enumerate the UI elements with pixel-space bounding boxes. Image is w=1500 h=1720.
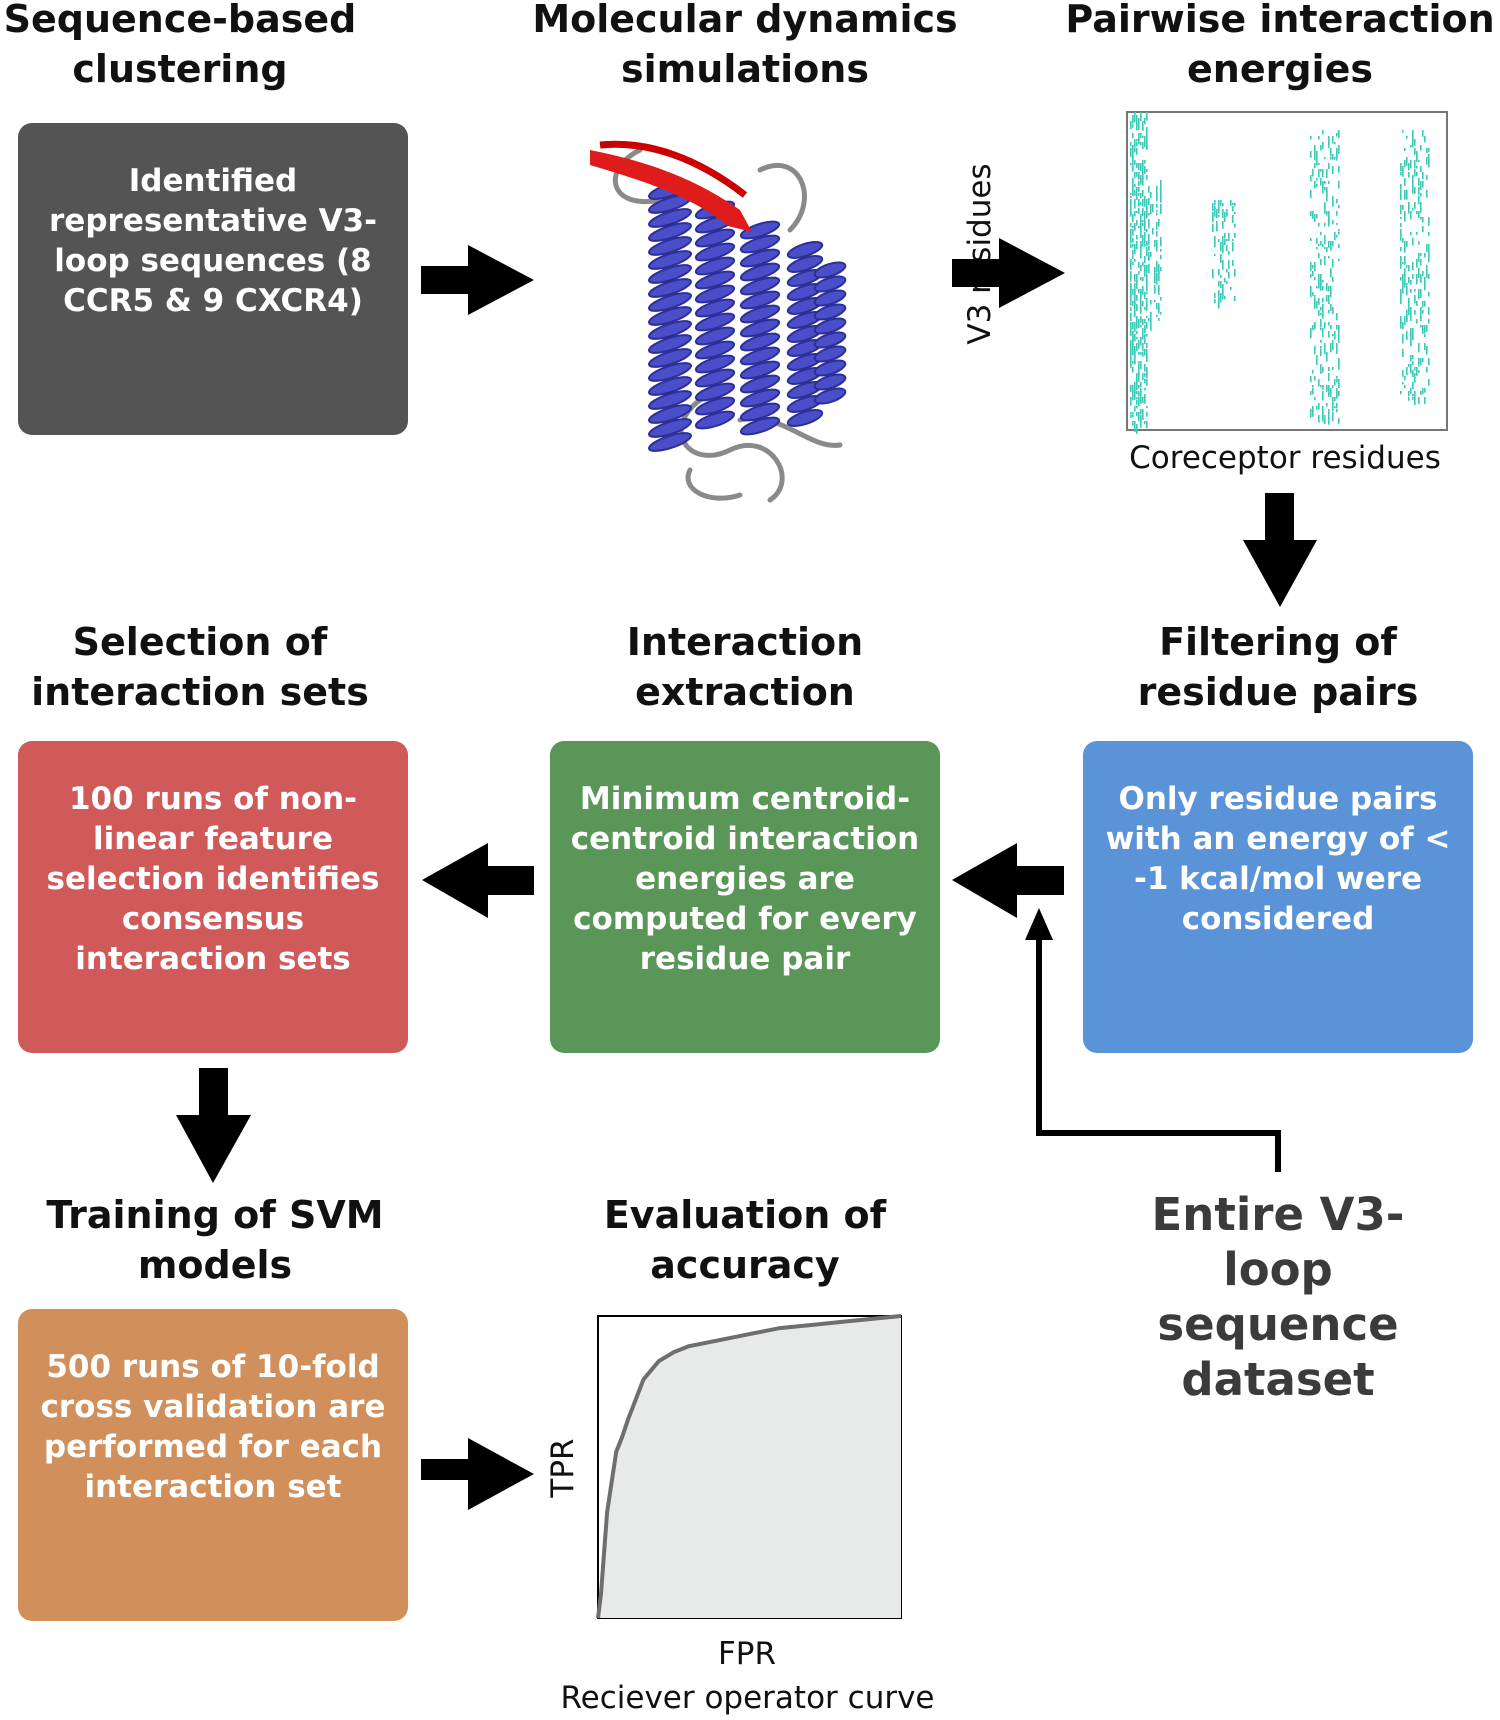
filtering-box: Only residue pairs with an energy of < -… (1083, 741, 1473, 1053)
arrow-clustering-to-md (421, 245, 534, 315)
dataset-connector-head (1025, 908, 1053, 940)
protein-structure (590, 140, 847, 503)
energies-xlabel: Coreceptor residues (1129, 440, 1441, 476)
extraction-box: Minimum centroid-centroid interaction en… (550, 741, 940, 1053)
roc-xlabel: FPR (717, 1636, 777, 1672)
filtering-title: Filtering of residue pairs (1137, 620, 1419, 714)
arrow-md-to-energies (952, 238, 1065, 308)
roc-caption: Reciever operator curve (560, 1680, 935, 1716)
arrow-selection-to-training (176, 1068, 251, 1183)
roc-curve (596, 1314, 902, 1619)
selection-box: 100 runs of non-linear feature selection… (18, 741, 408, 1053)
dataset-connector (1036, 930, 1281, 1172)
dataset-label: Entire V3-loop sequence dataset (1151, 1188, 1405, 1406)
heatmap-frame (1126, 111, 1448, 431)
clustering-box: Identified representative V3-loop sequen… (18, 123, 408, 435)
md-title: Molecular dynamics simulations (532, 0, 958, 91)
roc-area (598, 1316, 901, 1618)
energies-title: Pairwise interaction energies (1065, 0, 1495, 91)
arrow-filtering-to-extraction (952, 843, 1064, 918)
extraction-title: Interaction extraction (626, 620, 864, 714)
arrow-energies-to-filtering (1243, 493, 1317, 607)
training-box: 500 runs of 10-fold cross validation are… (18, 1309, 408, 1621)
heatmap-cells (1130, 112, 1430, 434)
clustering-title: Sequence-based clustering (3, 0, 357, 91)
selection-title: Selection of interaction sets (31, 620, 369, 714)
evaluation-title: Evaluation of accuracy (603, 1193, 887, 1287)
arrow-extraction-to-selection (422, 843, 534, 918)
training-title: Training of SVM models (46, 1193, 384, 1287)
arrow-training-to-evaluation (421, 1438, 534, 1510)
